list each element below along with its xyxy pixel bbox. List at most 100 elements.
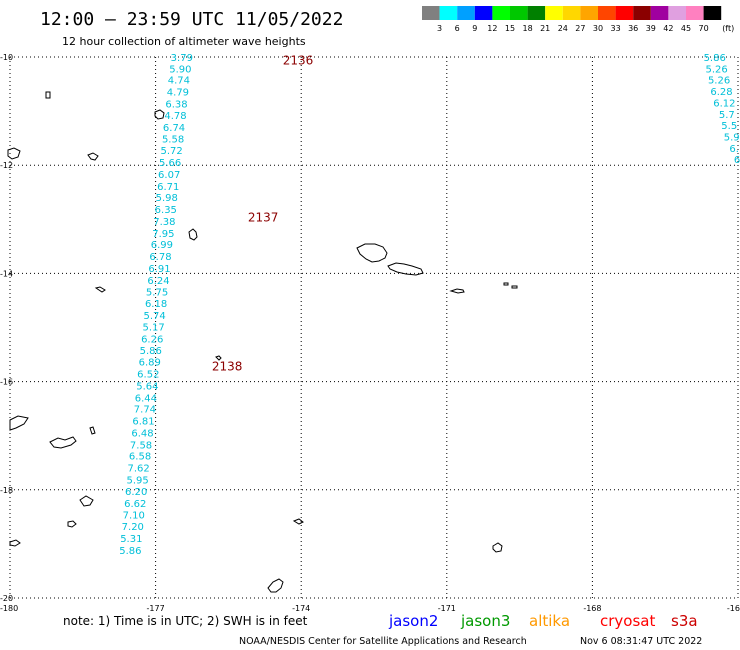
scale-swatch <box>545 6 563 20</box>
lat-label: -14 <box>0 269 13 278</box>
lon-label: -171 <box>438 604 456 613</box>
swh-value: 6.58 <box>129 452 151 463</box>
swh-value: 5.9 <box>724 133 740 144</box>
lat-label: -10 <box>0 53 13 62</box>
island-manua <box>503 282 518 289</box>
swh-value: 5.5 <box>721 121 737 132</box>
satellite-s3a: s3a <box>671 612 698 630</box>
swh-value: 3.79 <box>171 53 193 64</box>
lon-label: -180 <box>0 604 18 613</box>
coastlines <box>7 91 518 593</box>
island-niue <box>492 542 503 553</box>
scale-label: 15 <box>505 24 515 33</box>
satellite-altika: altika <box>529 612 570 630</box>
swh-value: 5.72 <box>160 146 182 157</box>
credit-line: NOAA/NESDIS Center for Satellite Applica… <box>239 636 527 647</box>
scale-label: 18 <box>523 24 533 33</box>
scale-swatch <box>633 6 651 20</box>
track-a: 3.795.904.744.796.384.786.745.585.725.66… <box>119 53 193 557</box>
island-tutuila <box>449 288 465 294</box>
lon-label: -16 <box>727 604 740 613</box>
swh-value: 6.26 <box>141 334 163 345</box>
swh-value: 6.28 <box>710 87 732 98</box>
swh-value: 5.74 <box>143 311 165 322</box>
scale-swatch <box>422 6 440 20</box>
swh-value: 5.17 <box>143 322 165 333</box>
swh-value: 5.90 <box>169 64 191 75</box>
swh-value: 6.12 <box>713 98 735 109</box>
swh-value: 6.91 <box>148 264 170 275</box>
island-reef-b <box>87 152 99 161</box>
swh-value: 5.58 <box>162 135 184 146</box>
scale-label: 24 <box>558 24 568 33</box>
swh-value: 7.38 <box>153 217 175 228</box>
swh-value: 5.86 <box>140 346 162 357</box>
scale-label: 42 <box>663 24 673 33</box>
pass-number: 2138 <box>212 359 243 373</box>
swh-value: 7.10 <box>123 511 145 522</box>
island-tokelau <box>45 91 51 99</box>
color-scale-legend: 3 6 9 12 15 18 21 24 27 30 33 36 39 42 45 70 (ft) <box>422 6 734 33</box>
swh-value: 6.35 <box>155 205 177 216</box>
swh-value: 7.74 <box>134 405 156 416</box>
scale-label: 45 <box>681 24 691 33</box>
satellite-cryosat: cryosat <box>600 612 655 630</box>
scale-swatch <box>510 6 528 20</box>
timestamp: Nov 6 08:31:47 UTC 2022 <box>580 636 702 647</box>
swh-value: 6. <box>729 144 739 155</box>
latitude-labels: -10 -12 -14 -16 -18 -20 <box>0 53 13 603</box>
swh-value: 6.44 <box>135 393 157 404</box>
swh-value: 6.20 <box>125 487 147 498</box>
scale-label: 6 <box>455 24 460 33</box>
scale-label: 39 <box>646 24 656 33</box>
swh-value: 6.89 <box>139 358 161 369</box>
swh-value: 5.95 <box>127 476 149 487</box>
lat-label: -12 <box>0 161 13 170</box>
island-tonga-haapai <box>267 578 284 593</box>
scale-label: 21 <box>540 24 550 33</box>
swh-value: 6.38 <box>165 100 187 111</box>
scale-swatch <box>562 6 581 20</box>
scale-swatch <box>527 6 546 20</box>
satellite-jason3: jason3 <box>460 612 510 630</box>
swh-value: 5.66 <box>159 158 181 169</box>
scale-swatch <box>615 6 634 20</box>
swh-value: 6.52 <box>137 369 159 380</box>
page-subtitle: 12 hour collection of altimeter wave hei… <box>62 35 306 48</box>
lon-label: -177 <box>147 604 165 613</box>
island-kadavu <box>9 539 21 547</box>
scale-label: 70 <box>699 24 709 33</box>
swh-value: 6.18 <box>145 299 167 310</box>
swh-value: 6.81 <box>132 417 154 428</box>
swh-value: 5.75 <box>146 287 168 298</box>
scale-swatch <box>474 6 493 20</box>
island-samoa-upolu <box>356 243 388 263</box>
scale-label: 12 <box>487 24 497 33</box>
island-tonga-vavau <box>292 518 304 525</box>
graticule <box>10 57 738 598</box>
swh-value: 5.86 <box>704 53 726 64</box>
swh-value: 6 <box>734 155 740 166</box>
satellite-jason2: jason2 <box>388 612 438 630</box>
scale-swatch <box>668 6 686 20</box>
island-lau-group-b <box>67 520 77 528</box>
page-title: 12:00 – 23:59 UTC 11/05/2022 <box>40 9 343 30</box>
pass-number: 2137 <box>248 211 279 225</box>
satellite-legend: jason2 jason3 altika cryosat s3a <box>388 612 698 630</box>
lat-label: -18 <box>0 486 13 495</box>
swh-value: 6.07 <box>158 170 180 181</box>
swh-value: 6.74 <box>163 123 185 134</box>
lon-label: -174 <box>292 604 310 613</box>
scale-swatch <box>439 6 458 20</box>
scale-swatch <box>686 6 704 20</box>
island-wallis <box>188 228 198 241</box>
swh-value: 6.48 <box>131 428 153 439</box>
swh-value: 5.64 <box>136 381 158 392</box>
swh-value: 5.31 <box>120 534 142 545</box>
scale-label: 30 <box>593 24 603 33</box>
island-reef-a <box>7 147 21 160</box>
pass-labels: 2136 2137 2138 <box>212 54 313 374</box>
scale-label: 9 <box>472 24 477 33</box>
island-vanua-levu <box>49 436 77 449</box>
